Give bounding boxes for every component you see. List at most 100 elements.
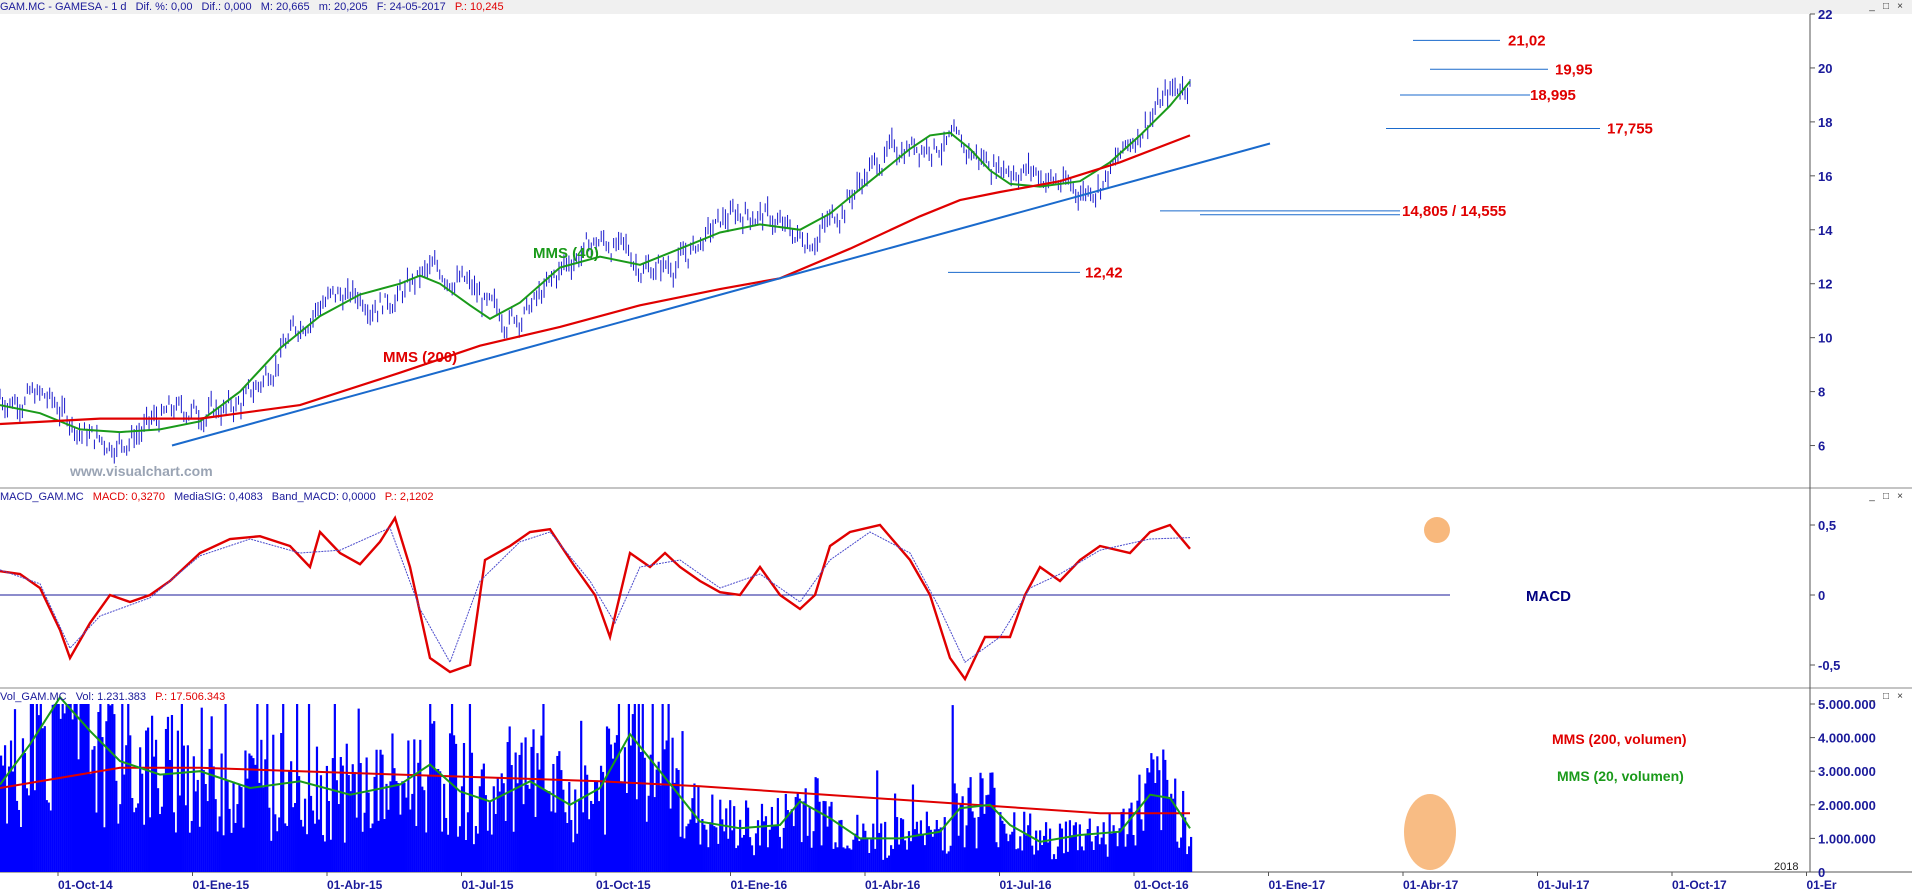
volume-bar [1190, 836, 1193, 872]
macd-y-tick: 0,5 [1818, 518, 1836, 533]
volume-bar [965, 825, 968, 872]
volume-bar [460, 786, 464, 872]
volume-bar [796, 792, 799, 872]
volume-bar [198, 826, 201, 872]
volume-bar [1078, 824, 1081, 872]
price-panel-header [0, 0, 1912, 14]
volume-bar [494, 813, 497, 872]
volume-bar [315, 746, 319, 872]
volume-bar [272, 734, 275, 872]
volume-bar [544, 790, 547, 872]
volume-bar [752, 855, 756, 872]
volume-bar [725, 808, 728, 872]
volume-bar [421, 786, 424, 872]
close-button[interactable]: × [1897, 1, 1903, 12]
volume-bar [880, 823, 883, 872]
volume-bar [766, 847, 770, 872]
volume-bar [309, 795, 313, 872]
vol-close-button[interactable]: × [1897, 691, 1903, 702]
volume-bar [437, 768, 440, 872]
volume-bar [1174, 778, 1177, 872]
level-label: 19,95 [1555, 61, 1593, 78]
volume-bar [1042, 835, 1046, 872]
volume-y-tick: 2.000.000 [1818, 798, 1876, 813]
volume-bar [506, 742, 509, 872]
volume-bar [502, 783, 505, 872]
volume-bar [1086, 828, 1089, 872]
volume-bar [190, 820, 193, 872]
volume-bar [671, 737, 674, 872]
volume-bar [19, 827, 23, 872]
volume-bar [709, 822, 712, 872]
volume-bar [858, 841, 861, 872]
volume-bar [232, 781, 235, 872]
volume-bar [365, 757, 368, 872]
volume-bar [548, 791, 551, 872]
volume-bar [1056, 846, 1060, 872]
volume-bar [957, 835, 960, 872]
macd-close-button[interactable]: × [1897, 491, 1903, 502]
volume-bar [689, 819, 692, 872]
volume-bar [210, 716, 213, 872]
macd-band: Band_MACD: 0,0000 [271, 491, 376, 503]
volume-bar [729, 800, 732, 872]
vol-minimize-button[interactable]: _ [1869, 691, 1875, 702]
volume-bar [419, 739, 422, 872]
volume-bar [641, 704, 644, 872]
volume-panel-header [0, 690, 1912, 704]
volume-bar [1126, 834, 1129, 872]
volume-bar [995, 842, 998, 872]
volume-bar [288, 770, 291, 872]
volume-bar [220, 753, 223, 872]
volume-bar [431, 723, 434, 872]
minimize-button[interactable]: _ [1869, 1, 1875, 12]
volume-bar [49, 810, 52, 872]
volume-bar [1011, 831, 1014, 872]
price-y-tick: 10 [1818, 331, 1832, 346]
volume-bar [148, 817, 152, 872]
volume-bar [260, 739, 263, 872]
x-tick-label: 01-Ene-17 [1269, 878, 1326, 892]
mms200-line [0, 134, 1191, 426]
volume-bar [331, 758, 334, 872]
volume-bar [1001, 820, 1004, 872]
volume-bar [963, 847, 966, 872]
volume-bar [514, 752, 517, 872]
volume-bar [387, 809, 390, 872]
volume-bar [73, 704, 76, 872]
macd-highlight-marker [1424, 517, 1450, 543]
volume-bar [599, 765, 603, 872]
volume-y-tick: 5.000.000 [1818, 697, 1876, 712]
macd-name: MACD_GAM.MC [0, 491, 84, 503]
volume-bar [496, 777, 499, 872]
volume-bar [878, 832, 881, 872]
volume-bar [240, 787, 243, 872]
volume-bar [160, 806, 164, 872]
volume-bar [780, 848, 783, 872]
volume-bar [236, 804, 239, 872]
volume-bar [895, 817, 899, 872]
volume-bar [280, 733, 283, 872]
macd-minimize-button[interactable]: _ [1869, 491, 1875, 502]
min-value: m: 20,205 [318, 1, 368, 13]
x-tick-label: 01-Abr-17 [1403, 878, 1459, 892]
volume-bar [860, 837, 863, 872]
volume-bar [782, 827, 785, 872]
maximize-button[interactable]: □ [1882, 1, 1890, 12]
macd-maximize-button[interactable]: □ [1882, 491, 1890, 502]
volume-bar [180, 704, 183, 872]
volume-bar [1052, 854, 1056, 872]
volume-bar [196, 779, 199, 872]
volume-bar [911, 784, 915, 872]
vol-maximize-button[interactable]: □ [1882, 691, 1890, 702]
volume-bar [735, 848, 738, 872]
volume-bar [1009, 834, 1012, 872]
volume-bar [327, 800, 330, 872]
volume-bar [333, 704, 336, 872]
volume-bar [423, 790, 426, 872]
volume-bar [115, 780, 118, 872]
volume-bar [97, 711, 100, 872]
volume-bar [445, 817, 448, 872]
volume-bar [840, 819, 843, 872]
